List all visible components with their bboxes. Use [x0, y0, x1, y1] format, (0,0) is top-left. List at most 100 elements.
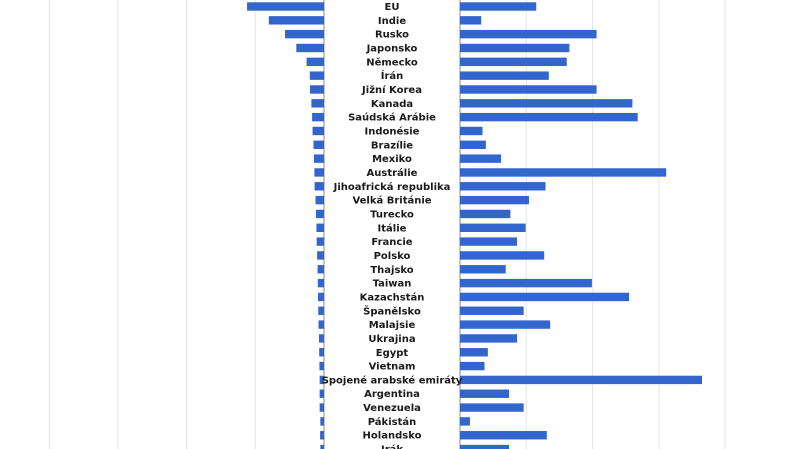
category-label: Ukrajina	[368, 334, 415, 345]
bar-left	[319, 389, 324, 398]
category-label: Kanada	[371, 99, 413, 110]
bar-left	[296, 43, 324, 53]
category-label: Japonsko	[366, 43, 418, 54]
category-label: Austrálie	[367, 167, 418, 179]
bar-right	[460, 126, 483, 136]
bar-right	[460, 417, 470, 426]
category-label: Mexiko	[372, 154, 412, 165]
bar-right	[460, 306, 524, 315]
category-label: Venezuela	[363, 403, 421, 414]
bar-left	[318, 306, 324, 315]
bar-right	[460, 265, 506, 274]
bar-right	[460, 99, 633, 108]
bar-right	[460, 182, 546, 191]
bar-left	[315, 209, 324, 219]
bar-right	[460, 209, 511, 219]
bar-left	[311, 99, 324, 108]
right-bars	[460, 2, 702, 449]
category-label: Velká Británie	[352, 195, 431, 207]
bar-left	[319, 361, 324, 371]
bar-left	[317, 251, 324, 260]
category-label: Itálie	[378, 222, 407, 234]
bar-left	[247, 2, 324, 11]
bar-right	[460, 43, 570, 53]
bar-right	[460, 375, 702, 385]
bar-right	[460, 2, 537, 11]
category-label: Egypt	[376, 348, 409, 359]
bar-right	[460, 361, 485, 371]
category-label: Indonésie	[365, 125, 420, 137]
category-label: Vietnam	[369, 362, 416, 373]
bar-right	[460, 85, 597, 94]
bar-right	[460, 29, 597, 39]
category-label: Indie	[378, 16, 406, 27]
bar-left	[313, 140, 324, 149]
bar-left	[319, 403, 324, 412]
bar-left	[309, 71, 324, 80]
category-label: Jihoafrická republika	[333, 181, 451, 193]
bar-right	[460, 278, 592, 288]
category-label: Pákistán	[368, 416, 417, 428]
bar-right	[460, 389, 510, 398]
bar-left	[316, 237, 324, 246]
bar-left	[268, 16, 324, 25]
bar-right	[460, 348, 488, 357]
bar-left	[313, 154, 324, 163]
category-label: Turecko	[370, 209, 414, 220]
category-label: Thajsko	[370, 265, 413, 276]
category-label: Jižní Korea	[361, 84, 422, 96]
bar-right	[460, 154, 502, 163]
category-label: Holandsko	[363, 431, 422, 442]
bar-left	[319, 375, 324, 385]
category-label: Spojené arabské emiráty	[322, 374, 463, 386]
bar-left	[319, 348, 324, 357]
category-label: Irák	[381, 444, 403, 449]
bar-right	[460, 237, 518, 246]
bar-left	[320, 431, 324, 440]
bar-left	[310, 85, 324, 94]
bar-right	[460, 223, 526, 232]
left-bars	[247, 2, 324, 449]
category-label: Polsko	[374, 251, 411, 262]
bar-right	[460, 71, 549, 80]
bar-right	[460, 403, 524, 412]
bar-left	[312, 126, 324, 136]
bar-right	[460, 195, 529, 205]
category-label: Španělsko	[363, 304, 421, 317]
bar-left	[314, 168, 324, 177]
bar-left	[315, 195, 324, 205]
bar-left	[318, 320, 324, 329]
bar-right	[460, 431, 547, 440]
category-label: Rusko	[375, 30, 409, 41]
bar-left	[318, 334, 324, 343]
category-label: Argentina	[364, 389, 420, 400]
category-label: Německo	[366, 56, 418, 68]
bar-right	[460, 57, 567, 67]
bar-right	[460, 112, 638, 122]
category-label: Francie	[371, 237, 412, 248]
bar-right	[460, 140, 486, 149]
bar-right	[460, 292, 630, 302]
category-label: Írán	[381, 69, 404, 82]
bar-left	[320, 444, 324, 449]
bar-right	[460, 444, 510, 449]
bar-left	[317, 265, 324, 274]
bar-right	[460, 168, 667, 177]
category-label: Taiwan	[373, 279, 412, 290]
category-label: Malajsie	[369, 320, 416, 331]
bar-left	[312, 112, 324, 122]
bar-left	[306, 57, 324, 67]
bar-left	[285, 29, 324, 39]
bar-left	[317, 278, 324, 288]
bar-left	[316, 223, 324, 232]
category-label: Brazílie	[371, 139, 413, 151]
category-label: EU	[385, 2, 400, 13]
category-label: Saúdská Arábie	[348, 112, 436, 124]
bar-right	[460, 334, 518, 343]
bar-right	[460, 320, 551, 329]
bar-left	[314, 182, 324, 191]
bar-right	[460, 16, 482, 25]
bar-left	[320, 417, 324, 426]
